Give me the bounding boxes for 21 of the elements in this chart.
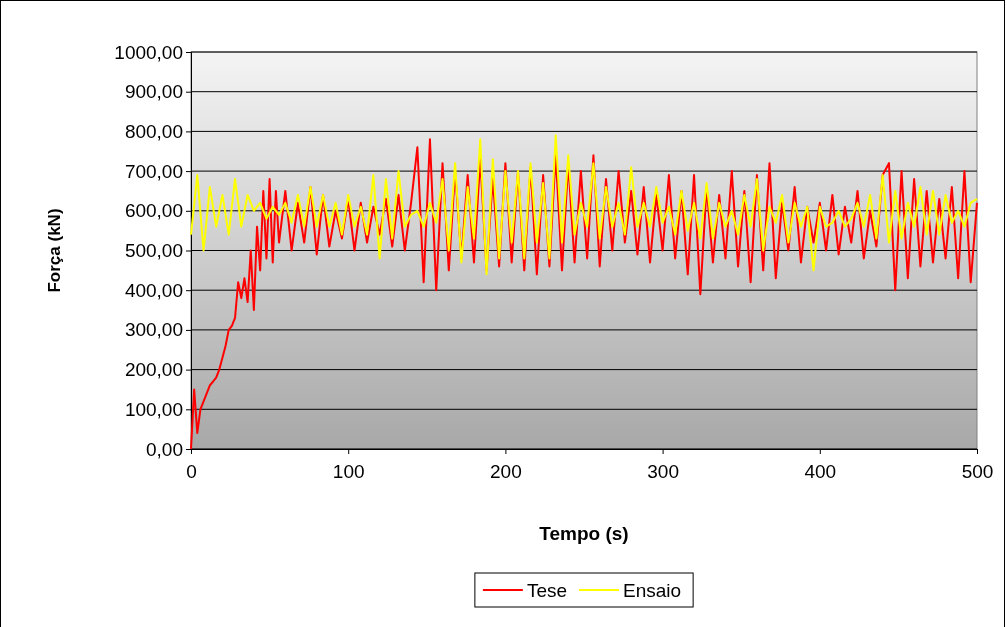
y-tick-label: 700,00 [124, 160, 183, 182]
x-tick-label: 400 [804, 460, 837, 482]
x-tick-label: 300 [647, 460, 679, 482]
y-tick-label: 500,00 [124, 240, 183, 262]
y-tick-label: 400,00 [124, 279, 183, 301]
y-tick-label: 300,00 [124, 319, 183, 341]
y-tick-label: 1000,00 [114, 41, 183, 63]
legend-label: Tese [526, 580, 568, 601]
x-tick-label: 200 [490, 460, 522, 482]
y-tick-label: 800,00 [124, 120, 183, 142]
x-tick-label: 100 [332, 460, 365, 482]
y-axis-title: Força (kN) [45, 208, 64, 293]
y-tick-label: 0,00 [146, 438, 183, 460]
y-tick-label: 900,00 [124, 81, 183, 103]
x-tick-label: 500 [961, 460, 994, 482]
y-tick-label: 600,00 [124, 200, 183, 222]
x-axis-title: Tempo (s) [539, 523, 629, 544]
y-tick-label: 200,00 [124, 359, 183, 381]
y-tick-label: 100,00 [124, 398, 183, 420]
x-tick-label: 0 [186, 460, 197, 482]
legend-label: Ensaio [623, 580, 682, 601]
